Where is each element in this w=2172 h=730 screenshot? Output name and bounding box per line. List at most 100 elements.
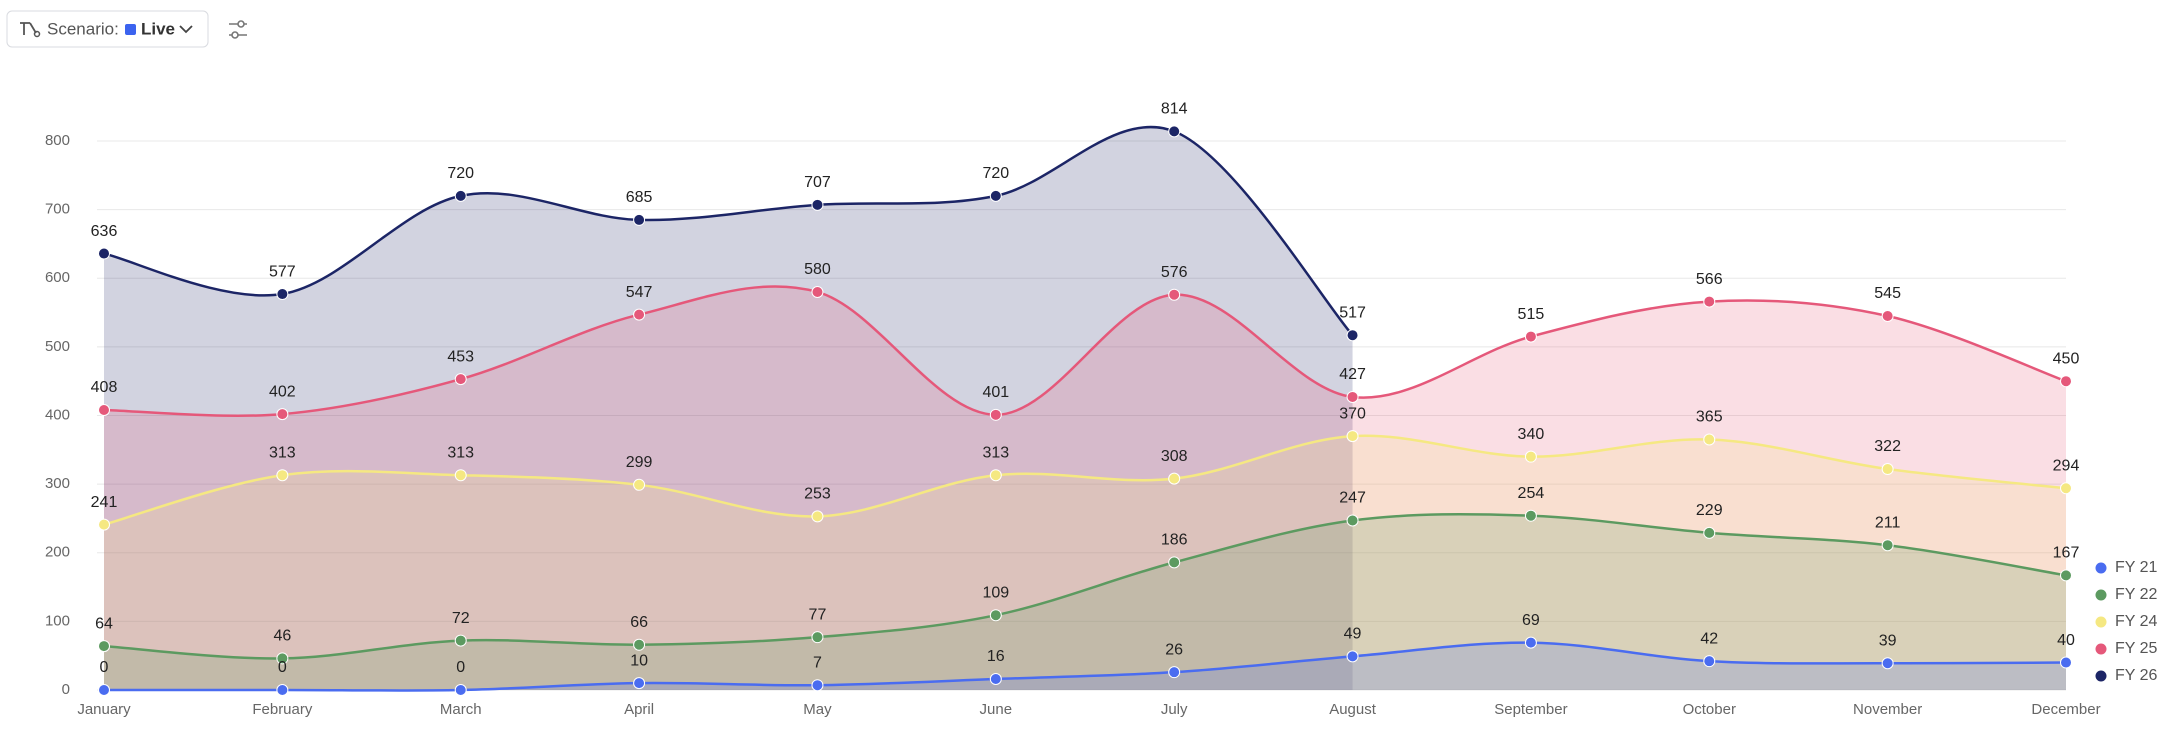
data-label: 254 [1518, 485, 1545, 502]
y-tick-label: 200 [45, 544, 70, 561]
point [276, 288, 289, 301]
data-label: 241 [91, 494, 118, 511]
point [811, 679, 824, 692]
y-tick-label: 500 [45, 338, 70, 355]
data-label: 313 [269, 444, 296, 461]
legend-swatch [2095, 643, 2107, 655]
point [633, 478, 646, 491]
data-label: 580 [804, 261, 831, 278]
data-label: 515 [1518, 306, 1545, 323]
data-label: 42 [1700, 630, 1718, 647]
point [454, 189, 467, 202]
legend-label: FY 25 [2115, 640, 2158, 657]
point [98, 404, 110, 417]
scenario-icon-dot [33, 30, 41, 38]
point [1168, 288, 1181, 301]
data-label: 26 [1165, 641, 1183, 658]
point [98, 640, 110, 653]
data-label: 0 [456, 659, 465, 676]
point [1524, 330, 1537, 343]
data-label: 576 [1161, 264, 1188, 281]
data-label: 313 [982, 444, 1009, 461]
point [1524, 450, 1537, 463]
point [811, 285, 824, 298]
point [276, 408, 289, 421]
x-tick-label: February [252, 701, 313, 718]
legend-swatch [2095, 589, 2107, 601]
y-tick-label: 600 [45, 269, 70, 286]
data-label: 69 [1522, 612, 1540, 629]
line [103, 641, 2067, 692]
point [633, 213, 646, 226]
legend-label: FY 22 [2115, 586, 2158, 603]
point [1168, 472, 1181, 485]
data-label: 545 [1874, 285, 1901, 302]
scenario-value: Live [141, 19, 175, 38]
point [454, 373, 467, 386]
point [1346, 390, 1359, 403]
legend-swatch [2095, 616, 2107, 628]
x-tick-label: November [1853, 701, 1922, 718]
data-label: 16 [987, 648, 1005, 665]
data-label: 109 [982, 584, 1009, 601]
data-label: 401 [982, 384, 1009, 401]
area [104, 286, 2066, 690]
x-tick-label: September [1494, 701, 1567, 718]
data-label: 64 [95, 615, 113, 632]
point [989, 609, 1002, 622]
settings-icon[interactable] [229, 20, 247, 39]
point [633, 677, 646, 690]
data-label: 707 [804, 174, 831, 191]
legend-label: FY 24 [2115, 613, 2158, 630]
x-tick-label: May [803, 701, 832, 718]
point [1524, 636, 1537, 649]
data-label: 547 [626, 284, 653, 301]
data-label: 370 [1339, 405, 1366, 422]
scenario-icon [20, 22, 37, 35]
point [276, 652, 289, 665]
data-label: 40 [2057, 632, 2075, 649]
legend-label: FY 26 [2115, 667, 2158, 684]
point [454, 469, 467, 482]
data-label: 408 [91, 379, 118, 396]
data-label: 10 [630, 652, 648, 669]
point [1346, 514, 1359, 527]
data-label: 720 [447, 165, 474, 182]
point [2060, 482, 2072, 495]
line [103, 434, 2067, 526]
point [1703, 526, 1716, 539]
area [104, 642, 2066, 691]
scenario-button[interactable] [6, 10, 209, 48]
data-label: 365 [1696, 409, 1723, 426]
point [1703, 433, 1716, 446]
data-label: 0 [100, 659, 109, 676]
point [989, 469, 1002, 482]
x-tick-label: October [1683, 701, 1736, 718]
data-label: 49 [1344, 626, 1362, 643]
data-label: 322 [1874, 438, 1901, 455]
area [104, 435, 2066, 690]
x-tick-label: December [2031, 701, 2100, 718]
data-label: 247 [1339, 490, 1366, 507]
line [103, 513, 2067, 660]
point [811, 631, 824, 644]
data-label: 229 [1696, 502, 1723, 519]
data-label: 77 [809, 606, 827, 623]
line [103, 285, 2067, 418]
y-tick-label: 100 [45, 612, 70, 629]
point [1881, 463, 1894, 476]
data-label: 186 [1161, 532, 1188, 549]
data-label: 577 [269, 263, 296, 280]
data-label: 0 [278, 659, 287, 676]
data-label: 427 [1339, 366, 1366, 383]
point [1881, 539, 1894, 552]
scenario-swatch [125, 24, 136, 35]
data-label: 720 [982, 165, 1009, 182]
point [989, 189, 1002, 202]
point [1881, 657, 1894, 670]
point [2060, 375, 2072, 388]
point [454, 634, 467, 647]
point [1346, 650, 1359, 663]
data-label: 167 [2053, 545, 2080, 562]
